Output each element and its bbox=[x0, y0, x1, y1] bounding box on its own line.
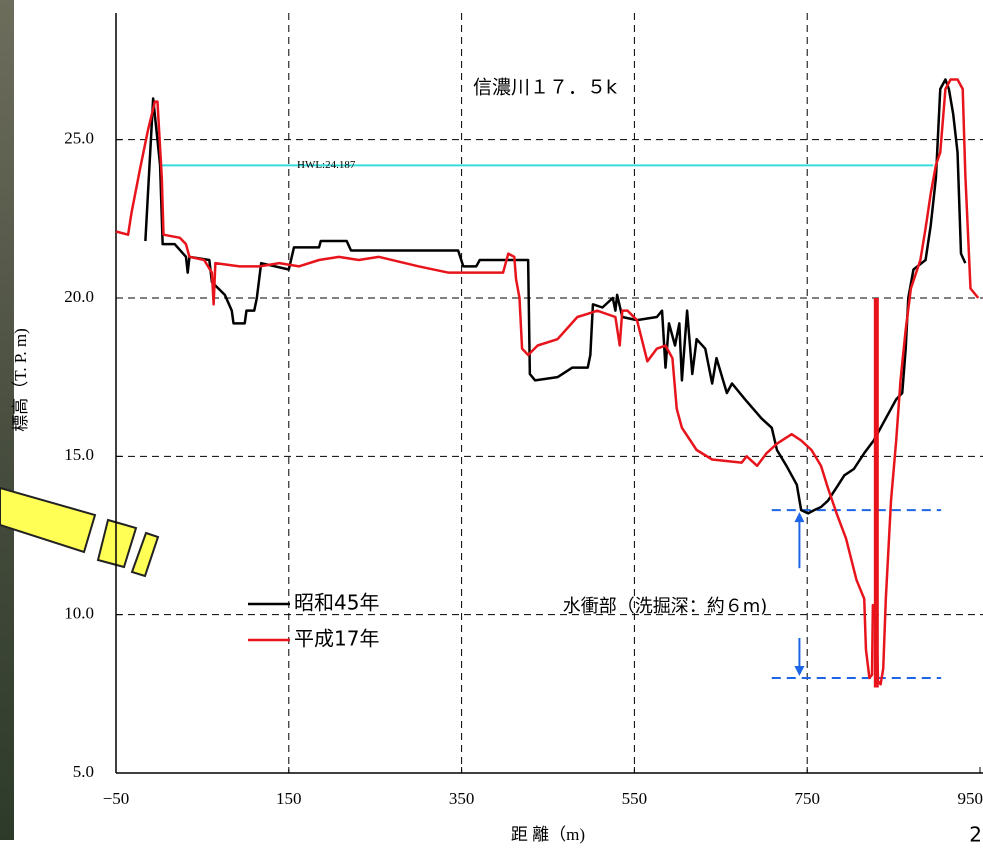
y-tick-label: 10.0 bbox=[64, 604, 94, 623]
y-tick-label: 15.0 bbox=[64, 445, 94, 464]
chart-title: 信濃川１７．５k bbox=[473, 77, 617, 99]
hwl-label: HWL:24.187 bbox=[297, 159, 356, 171]
arrow-head bbox=[794, 666, 804, 676]
x-tick-label: 950 bbox=[958, 789, 983, 808]
yellow-arrow bbox=[0, 488, 158, 576]
series-line bbox=[116, 80, 978, 685]
x-tick-label: −50 bbox=[103, 789, 130, 808]
y-axis-label: 標高（T. P. m) bbox=[11, 328, 30, 432]
page-number: 2 bbox=[969, 823, 982, 847]
x-tick-label: 750 bbox=[794, 789, 820, 808]
chart: 信濃川１７．５k 距 離（m) 標高（T. P. m) 2 5.0 10.0 15.… bbox=[0, 0, 983, 848]
y-tick-label: 20.0 bbox=[64, 287, 94, 306]
legend-label: 昭和45年 bbox=[294, 591, 379, 615]
y-tick-label: 5.0 bbox=[73, 762, 94, 781]
series-line bbox=[145, 80, 965, 514]
x-axis-label: 距 離（m) bbox=[511, 825, 585, 844]
legend-label: 平成17年 bbox=[294, 627, 379, 651]
y-tick-label: 25.0 bbox=[64, 129, 94, 148]
arrow-head bbox=[794, 512, 804, 522]
annotation: 水衝部（洗掘深：約６m) bbox=[563, 596, 768, 617]
x-tick-label: 150 bbox=[276, 789, 302, 808]
x-tick-label: 350 bbox=[449, 789, 475, 808]
x-tick-label: 550 bbox=[622, 789, 648, 808]
